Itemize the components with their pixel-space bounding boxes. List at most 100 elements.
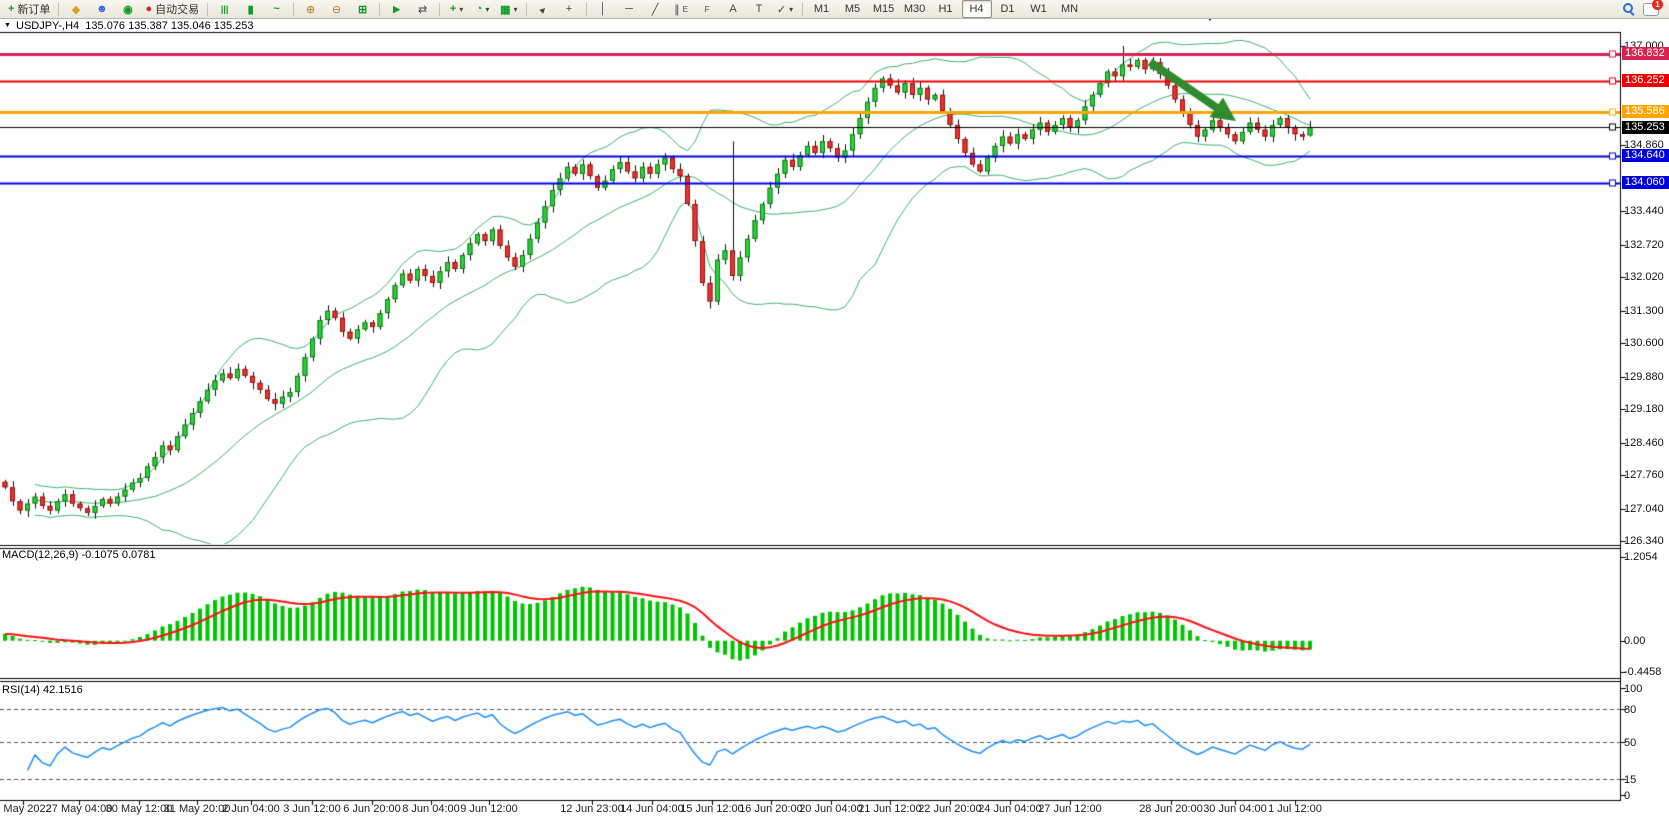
chevron-down-icon: ▾	[459, 4, 464, 14]
add-indicator-icon: +	[449, 3, 457, 15]
trendline-icon: ╱	[651, 3, 659, 16]
time-axis-label: 14 Jun 04:00	[620, 803, 684, 815]
rsi-axis-label: 80	[1624, 704, 1637, 717]
separator	[293, 2, 295, 16]
tile-windows-button[interactable]: ⊞	[350, 0, 375, 18]
time-axis-label: 27 Jun 12:00	[1038, 803, 1102, 815]
text-button[interactable]: A	[721, 0, 746, 18]
separator	[58, 2, 60, 16]
notifications-button[interactable]: 1	[1643, 0, 1663, 16]
time-axis-label: 15 Jun 12:00	[680, 803, 744, 815]
trendline-button[interactable]: ╱	[643, 0, 668, 18]
timeframe-group: M1 M5 M15 M30 H1 H4 D1 W1 MN	[807, 0, 1085, 18]
text-label-button[interactable]: T	[747, 0, 772, 18]
time-axis-label: 8 Jun 04:00	[402, 803, 460, 815]
arrows-icon: ✓	[776, 3, 787, 16]
timeframe-button-m1[interactable]: M1	[813, 3, 830, 15]
price-tick-label: 127.040	[1624, 502, 1664, 515]
rsi-indicator-label: RSI(14) 42.1516	[2, 684, 83, 696]
separator	[801, 2, 803, 16]
price-line-flag[interactable]: 136.252	[1622, 74, 1669, 88]
time-axis-label: 30 May 12:00	[105, 803, 173, 815]
new-order-button[interactable]: + 新订单	[4, 0, 54, 18]
time-axis-label: 2 Jun 04:00	[222, 803, 280, 815]
price-tick-label: 132.020	[1624, 271, 1664, 284]
timeframe-button-w1[interactable]: W1	[1030, 3, 1047, 15]
price-tick-label: 129.880	[1624, 370, 1664, 383]
chart-title: USDJPY-,H4 135.076 135.387 135.046 135.2…	[16, 20, 254, 32]
horizontal-line-button[interactable]: ─	[617, 0, 642, 18]
rsi-axis-label: 15	[1624, 773, 1637, 786]
line-chart-button[interactable]: ~	[264, 0, 289, 18]
chevron-down-icon: ▾	[485, 4, 490, 14]
text-label-icon: T	[755, 3, 763, 15]
auto-scroll-button[interactable]: ▶	[384, 0, 409, 18]
data-window-button[interactable]: ☻	[89, 0, 114, 18]
timeframe-button-m30[interactable]: M30	[903, 3, 926, 15]
market-watch-button[interactable]: ◆	[63, 0, 88, 18]
price-tick-label: 132.720	[1624, 238, 1664, 251]
price-tick-label: 133.440	[1624, 205, 1664, 218]
time-axis-label: 3 Jun 12:00	[283, 803, 341, 815]
time-axis-label: 5 May 2022	[0, 803, 52, 815]
autotrading-button[interactable]: ● 自动交易	[141, 0, 203, 18]
autotrading-stop-icon: ●	[145, 3, 153, 15]
cursor-button[interactable]: ▸	[531, 0, 556, 18]
toolbar: + 新订单 ◆ ☻ ◉ ● 自动交易 ||| ▮ ~ ⊕ ⊖ ⊞ ▶ ⇄ + ▾	[0, 0, 1669, 19]
price-tick-label: 129.180	[1624, 403, 1664, 416]
candlestick-chart-button[interactable]: ▮	[238, 0, 263, 18]
line-chart-icon: ~	[273, 3, 280, 15]
time-axis-label: 30 Jun 04:00	[1203, 803, 1267, 815]
notification-badge: 1	[1652, 0, 1663, 10]
fibonacci-button[interactable]: F	[695, 0, 720, 18]
vertical-line-button[interactable]: │	[591, 0, 616, 18]
separator	[585, 2, 587, 16]
price-line-flag[interactable]: 135.253	[1622, 120, 1669, 134]
separator	[379, 2, 381, 16]
clock-icon: ◔	[475, 3, 483, 15]
crosshair-button[interactable]: +	[557, 0, 582, 18]
template-icon: ▦	[500, 3, 511, 16]
zoom-in-button[interactable]: ⊕	[298, 0, 323, 18]
horizontal-line-icon: ─	[625, 3, 633, 15]
time-axis-label: 27 May 04:00	[45, 803, 113, 815]
alerts-button[interactable]: ◉	[115, 0, 140, 18]
price-line-flag[interactable]: 134.640	[1622, 149, 1669, 163]
templates-button[interactable]: ▦ ▾	[496, 0, 521, 18]
timeframe-button-mn[interactable]: MN	[1060, 3, 1079, 15]
timeframe-button-h4[interactable]: H4	[961, 0, 992, 18]
zoom-out-button[interactable]: ⊖	[324, 0, 349, 18]
price-line-flag[interactable]: 134.060	[1622, 176, 1669, 190]
price-tick-label: 126.340	[1624, 535, 1664, 548]
chart-shift-button[interactable]: ⇄	[410, 0, 435, 18]
toolbar-right-group: 1	[1623, 0, 1665, 16]
macd-axis-label: 0.00	[1624, 634, 1646, 647]
cursor-icon: ▸	[537, 3, 550, 16]
price-tick-label: 130.600	[1624, 337, 1664, 350]
add-indicator-button[interactable]: + ▾	[444, 0, 469, 18]
equidistant-channel-button[interactable]: ∥ E	[669, 0, 694, 18]
timeframe-button-m15[interactable]: M15	[872, 3, 895, 15]
periods-button[interactable]: ◔ ▾	[470, 0, 495, 18]
price-tick-label: 131.300	[1624, 304, 1664, 317]
price-line-flag[interactable]: 135.586	[1622, 105, 1669, 119]
time-axis-label: 21 Jun 12:00	[858, 803, 922, 815]
timeframe-button-h1[interactable]: H1	[938, 3, 953, 15]
macd-indicator-label: MACD(12,26,9) -0.1075 0.0781	[2, 549, 156, 561]
timeframe-button-m5[interactable]: M5	[844, 3, 861, 15]
time-axis-label: 1 Jul 12:00	[1268, 803, 1322, 815]
search-icon[interactable]	[1623, 3, 1635, 15]
tag-icon: ◆	[71, 3, 81, 16]
crosshair-icon: +	[565, 3, 573, 15]
collapse-triangle-icon[interactable]: ▼	[4, 22, 11, 29]
price-line-flag[interactable]: 136.832	[1622, 47, 1669, 61]
arrows-button[interactable]: ✓ ▾	[773, 0, 798, 18]
price-tick-label: 128.460	[1624, 436, 1664, 449]
profile-icon: ☻	[96, 3, 108, 15]
autotrading-label: 自动交易	[155, 4, 200, 16]
timeframe-button-d1[interactable]: D1	[1000, 3, 1015, 15]
auto-scroll-icon: ▶	[393, 3, 401, 14]
candlestick-icon: ▮	[247, 3, 254, 16]
bar-chart-button[interactable]: |||	[212, 0, 237, 18]
